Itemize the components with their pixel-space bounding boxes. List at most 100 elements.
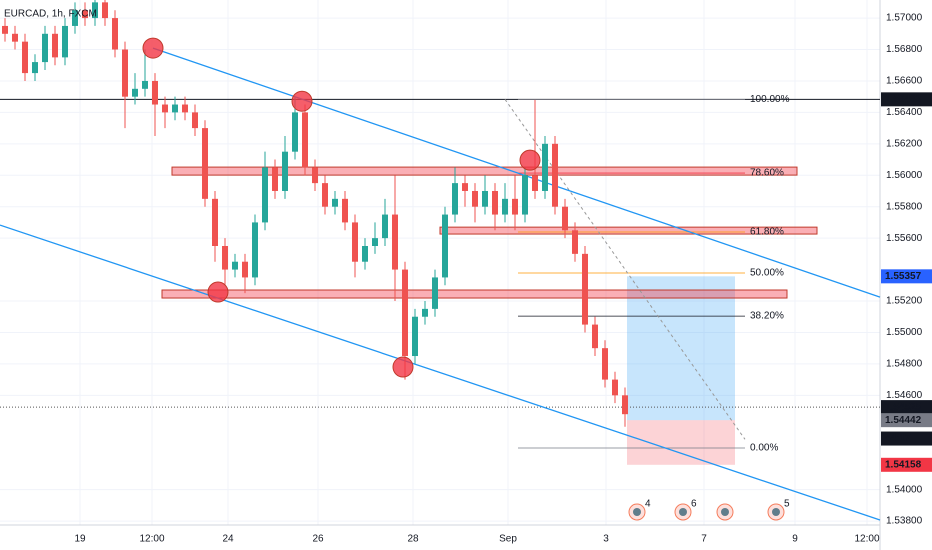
x-tick-label: 12:00 (854, 534, 879, 545)
fib-label: 61.80% (750, 227, 784, 238)
y-tick-label: 1.55600 (886, 233, 923, 244)
y-tick-label: 1.55000 (886, 327, 923, 338)
candle-body (212, 198, 218, 246)
y-tick-label: 1.54600 (886, 390, 923, 401)
candle-body (352, 222, 358, 262)
y-tick-label: 1.56400 (886, 107, 923, 118)
x-tick-label: 24 (222, 534, 234, 545)
candle-body (62, 25, 68, 58)
y-tick-label: 1.54000 (886, 484, 923, 495)
candle-body (362, 245, 368, 262)
candle-body (452, 183, 458, 215)
y-tick-label: 1.56000 (886, 170, 923, 181)
price-label: 1.55357 (885, 271, 922, 282)
candle-body (512, 198, 518, 215)
candle-body (602, 348, 608, 380)
position-target (627, 276, 735, 421)
candle-body (232, 261, 238, 270)
candle-body (132, 88, 138, 97)
zone (171, 166, 798, 176)
candle-body (562, 206, 568, 231)
candle-body (532, 175, 538, 191)
pivot-marker (392, 356, 414, 378)
event-count: 6 (691, 499, 697, 510)
candle-body (272, 167, 278, 191)
candle-body (22, 41, 28, 74)
candle-body (162, 104, 168, 113)
candle-body (322, 183, 328, 207)
x-tick-label: 28 (407, 534, 419, 545)
candle-body (172, 104, 178, 113)
candle-body (482, 190, 488, 207)
candle-body (42, 33, 48, 63)
y-tick-label: 1.54800 (886, 359, 923, 370)
y-tick-label: 1.56200 (886, 138, 923, 149)
candle-body (392, 214, 398, 270)
candle-body (92, 2, 98, 19)
candle-body (542, 143, 548, 191)
candle-body (192, 112, 198, 129)
event-count: 4 (645, 499, 651, 510)
x-tick-label: Sep (499, 534, 517, 545)
candle-body (112, 18, 118, 50)
candle-body (152, 80, 158, 105)
price-label: 1.54442 (885, 415, 922, 426)
candle-body (282, 151, 288, 191)
y-tick-label: 1.56800 (886, 44, 923, 55)
candle-body (432, 277, 438, 309)
price-label-bg (881, 413, 932, 428)
zone (161, 289, 788, 299)
channel-line (152, 47, 881, 298)
candle-body (372, 238, 378, 246)
candle-body (462, 183, 468, 191)
pivot-marker (291, 90, 313, 112)
candle-body (262, 167, 268, 223)
price-label: 1.54525 (885, 402, 922, 413)
chart-title: EURCAD, 1h, FXCM (4, 9, 97, 20)
candle-body (342, 198, 348, 223)
candle-body (522, 175, 528, 215)
candle-body (582, 253, 588, 325)
candle-body (82, 10, 88, 19)
event-icon-inner (721, 508, 729, 516)
x-tick-label: 3 (603, 534, 609, 545)
fib-label: 50.00% (750, 268, 784, 279)
price-label-bg (881, 400, 932, 415)
candle-body (292, 112, 298, 152)
candle-body (612, 379, 618, 396)
x-tick-label: 12:00 (139, 534, 164, 545)
candle-body (202, 128, 208, 199)
candle-body (222, 245, 228, 270)
candle-body (442, 214, 448, 278)
candle-body (72, 10, 78, 26)
price-label-bg (881, 269, 932, 284)
candle-body (572, 230, 578, 254)
candle-body (102, 2, 108, 19)
fib-label: 38.20% (750, 311, 784, 322)
event-icon-inner (772, 508, 780, 516)
x-tick-label: 9 (792, 534, 798, 545)
event-icon-inner (633, 508, 641, 516)
candle-body (302, 112, 308, 168)
fib-label: 100.00% (750, 94, 790, 105)
candle-body (252, 222, 258, 278)
candle-body (332, 198, 338, 207)
pivot-marker (519, 149, 541, 171)
channel-line (0, 224, 881, 521)
fib-label: 0.00% (750, 443, 778, 454)
y-tick-label: 1.53800 (886, 516, 923, 527)
candle-body (142, 80, 148, 89)
price-label: 1.56483 (885, 94, 922, 105)
candle-body (472, 190, 478, 207)
position-stop (627, 420, 735, 465)
event-count: 5 (784, 499, 790, 510)
candle-body (32, 62, 38, 74)
fib-label: 78.60% (750, 168, 784, 179)
candle-body (422, 308, 428, 317)
candle-body (2, 25, 8, 34)
event-icon-inner (679, 508, 687, 516)
candle-body (592, 324, 598, 349)
candle-body (552, 143, 558, 207)
